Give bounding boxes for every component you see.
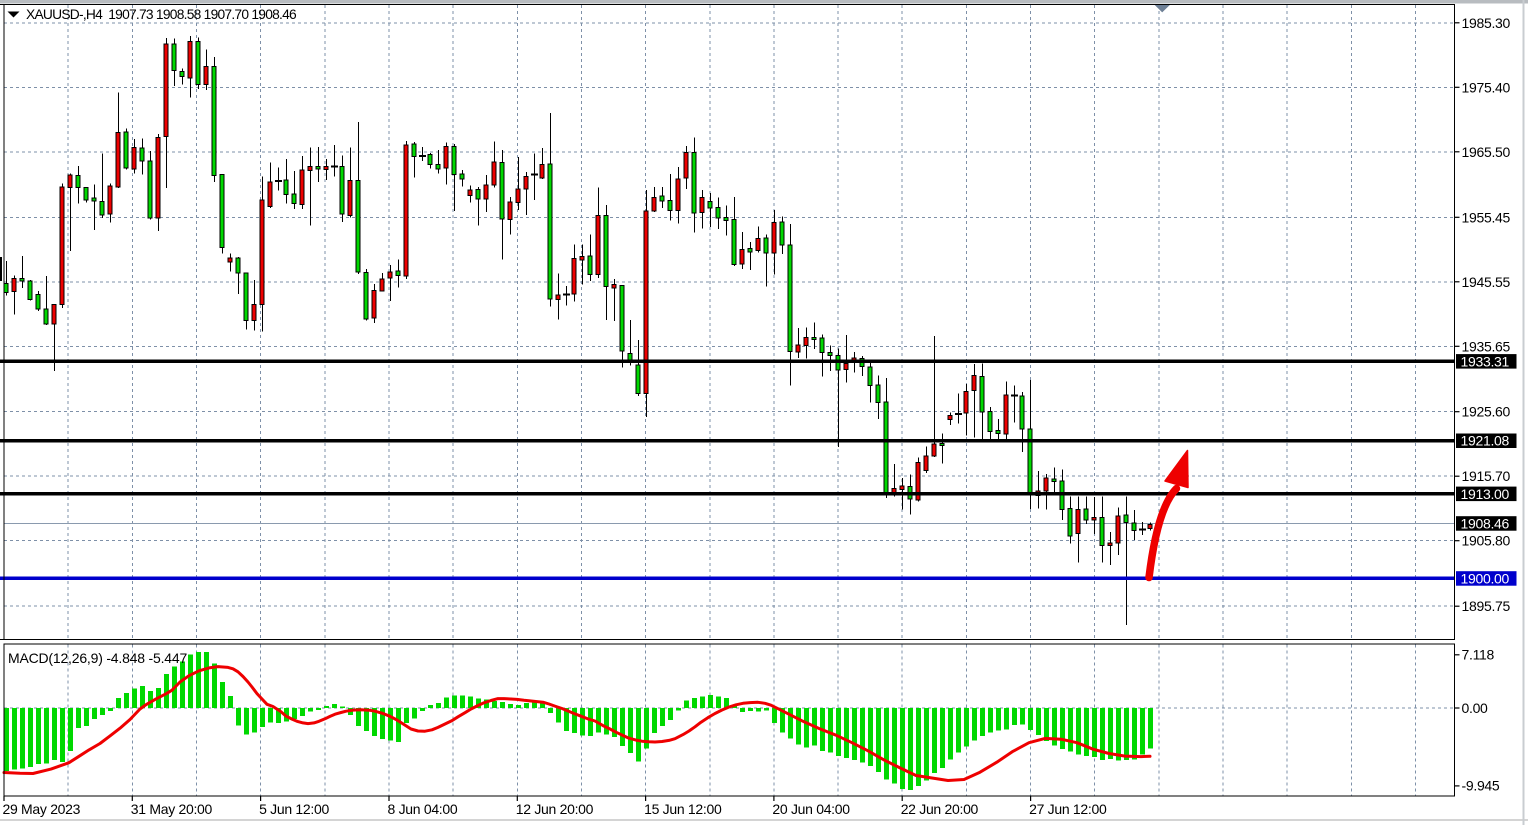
svg-text:1985.30: 1985.30 [1462,15,1511,31]
svg-text:29 May 2023: 29 May 2023 [3,801,81,817]
svg-text:1913.00: 1913.00 [1461,486,1510,502]
svg-text:0.00: 0.00 [1462,700,1489,716]
svg-text:1915.70: 1915.70 [1462,468,1511,484]
svg-text:MACD(12,26,9) -4.848 -5.447: MACD(12,26,9) -4.848 -5.447 [8,650,187,666]
svg-text:5 Jun 12:00: 5 Jun 12:00 [259,801,329,817]
svg-text:31 May 20:00: 31 May 20:00 [131,801,213,817]
svg-text:-9.945: -9.945 [1462,777,1500,793]
svg-text:1933.31: 1933.31 [1461,353,1510,369]
svg-text:1921.08: 1921.08 [1461,433,1510,449]
svg-text:1975.40: 1975.40 [1462,79,1511,95]
svg-text:7.118: 7.118 [1462,646,1495,662]
svg-text:12 Jun 20:00: 12 Jun 20:00 [516,801,594,817]
svg-text:15 Jun 12:00: 15 Jun 12:00 [644,801,722,817]
svg-text:XAUUSD-,H4 1907.73 1908.58 19: XAUUSD-,H4 1907.73 1908.58 1907.70 1908.… [26,7,297,22]
svg-text:1908.46: 1908.46 [1461,515,1510,531]
svg-text:1955.45: 1955.45 [1462,209,1511,225]
svg-text:8 Jun 04:00: 8 Jun 04:00 [388,801,458,817]
svg-text:22 Jun 20:00: 22 Jun 20:00 [901,801,979,817]
svg-text:1900.00: 1900.00 [1461,570,1510,586]
svg-text:1935.65: 1935.65 [1462,338,1511,354]
svg-text:1965.50: 1965.50 [1462,144,1511,160]
svg-text:1905.80: 1905.80 [1462,533,1511,549]
svg-text:20 Jun 04:00: 20 Jun 04:00 [772,801,850,817]
svg-text:1945.55: 1945.55 [1462,274,1511,290]
svg-text:1895.75: 1895.75 [1462,598,1511,614]
svg-text:1925.60: 1925.60 [1462,404,1511,420]
svg-text:27 Jun 12:00: 27 Jun 12:00 [1029,801,1107,817]
